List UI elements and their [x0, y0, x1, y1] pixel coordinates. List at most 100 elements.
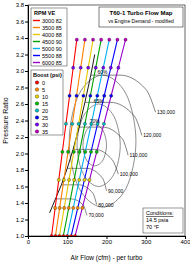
boost-point	[81, 206, 84, 209]
boost-point	[67, 178, 70, 181]
legend-marker	[35, 88, 39, 92]
boost-point	[100, 38, 103, 41]
boost-legend: Boost (psi)05101520253035	[31, 70, 63, 135]
y-tick-mark	[25, 137, 28, 138]
x-tick-label: 400	[180, 239, 190, 245]
legend-swatch	[33, 34, 40, 35]
y-tick: 3.6	[16, 19, 28, 25]
boost-point	[95, 150, 98, 153]
boost-point	[84, 150, 87, 153]
speed-line-label: 110,000	[130, 152, 148, 158]
boost-point	[83, 38, 86, 41]
y-tick: 2.8	[16, 85, 28, 91]
efficiency-island	[69, 75, 136, 207]
y-tick-label: 1.0	[16, 233, 25, 239]
plot-frame	[28, 5, 185, 236]
boost-point	[58, 206, 61, 209]
y-tick: 2.6	[16, 101, 28, 107]
boost-point	[88, 178, 91, 181]
boost-point	[66, 150, 69, 153]
y-tick: 1.8	[16, 167, 28, 173]
x-tick-label: 300	[141, 239, 152, 245]
x-tick-label: 200	[102, 239, 113, 245]
legend-swatch	[33, 27, 40, 28]
y-tick-mark	[25, 170, 28, 171]
y-tick-mark	[25, 88, 28, 89]
x-tick-label: 100	[63, 239, 74, 245]
legend-swatch	[33, 41, 40, 42]
legend-swatch	[33, 20, 40, 21]
speed-line	[79, 127, 128, 155]
speed-line-label: 120,000	[143, 132, 161, 138]
legend-label: 35	[42, 129, 48, 135]
boost-point	[62, 234, 65, 236]
legend: RPM VE3000 823500 854000 884500 905000 9…	[31, 8, 67, 66]
boost-point	[71, 122, 74, 125]
boost-point	[124, 38, 127, 41]
y-tick-label: 1.2	[16, 217, 25, 223]
series-line	[75, 40, 125, 236]
y-tick-label: 1.6	[16, 184, 25, 190]
boost-point	[58, 234, 61, 236]
legend-label: 25	[42, 115, 48, 121]
annotation: 70 °F	[146, 224, 160, 230]
boost-point	[57, 178, 60, 181]
y-tick: 2.0	[16, 151, 28, 157]
boost-point	[64, 122, 67, 125]
conditions-box: Conditions:14.5 psia70 °F	[143, 208, 183, 233]
legend-marker	[35, 130, 39, 134]
boost-point	[78, 150, 81, 153]
boost-point	[116, 38, 119, 41]
y-tick-label: 2.6	[16, 101, 25, 107]
y-tick: 3.8	[16, 2, 28, 8]
y-axis: 1.01.21.41.61.82.02.22.42.62.83.03.23.43…	[16, 2, 29, 239]
boost-point	[66, 234, 69, 236]
boost-point	[83, 178, 86, 181]
y-axis-title: Pressure Ratio	[2, 97, 9, 143]
series-line	[52, 40, 77, 236]
legend-label: 0	[42, 80, 45, 86]
boost-point	[54, 206, 57, 209]
legend-swatch	[33, 48, 40, 49]
efficiency-label: 70%	[90, 118, 101, 124]
speed-line-label: 100,000	[120, 171, 138, 177]
boost-point	[89, 94, 92, 97]
boost-point	[76, 206, 79, 209]
legend-marker	[35, 116, 39, 120]
y-tick-mark	[25, 203, 28, 204]
speed-line	[73, 149, 118, 174]
y-tick-mark	[25, 71, 28, 72]
boost-point	[62, 178, 65, 181]
x-tick-label: 0	[27, 239, 31, 245]
boost-point	[63, 206, 66, 209]
speed-line	[85, 102, 142, 135]
y-tick-label: 3.8	[16, 2, 25, 8]
boost-point	[78, 178, 81, 181]
y-tick: 3.0	[16, 68, 28, 74]
title-box: T60-1 Turbo Flow Mapvs Engine Demand - m…	[99, 7, 183, 27]
boost-point	[87, 66, 90, 69]
legend-swatch	[33, 62, 40, 63]
boost-point	[72, 150, 75, 153]
legend-label: 3500 85	[42, 25, 62, 31]
boost-point	[77, 122, 80, 125]
annotation: 14.5 psia	[146, 217, 169, 223]
y-tick-label: 2.8	[16, 85, 25, 91]
y-tick-label: 2.4	[16, 118, 25, 124]
y-tick-mark	[25, 220, 28, 221]
boost-point	[67, 206, 70, 209]
legend-marker	[35, 102, 39, 106]
legend-title: Boost (psi)	[33, 72, 62, 78]
y-tick-label: 3.0	[16, 68, 25, 74]
plot-area	[50, 38, 156, 236]
y-tick-mark	[25, 187, 28, 188]
y-axis-line	[25, 6, 29, 237]
boost-point	[73, 178, 76, 181]
series-line	[55, 40, 84, 236]
boost-point	[109, 66, 112, 69]
y-tick: 1.4	[16, 200, 28, 206]
boost-point	[70, 234, 73, 236]
y-tick: 3.4	[16, 35, 28, 41]
map-labels: 70,00080,00090,000100,000110,000120,0001…	[88, 69, 175, 219]
legend-label: 20	[42, 108, 48, 114]
